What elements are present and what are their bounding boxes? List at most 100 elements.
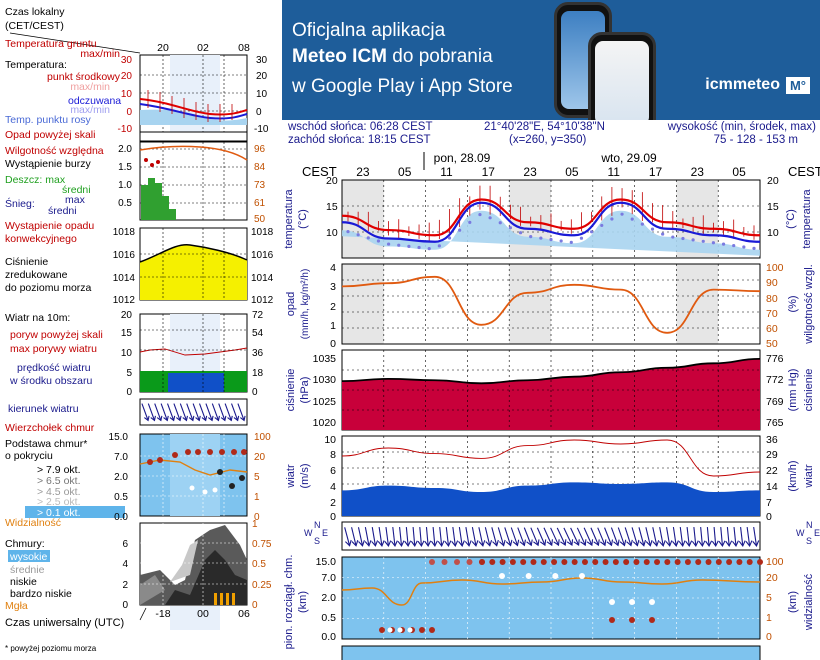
wind-arrow (665, 527, 673, 547)
temp-axis-label-right: temperatura (801, 188, 813, 248)
wind-arrow (638, 527, 647, 547)
cloud-base-dot (649, 599, 655, 605)
wind-arrow (658, 527, 666, 547)
legend-okt-01: > 0.1 okt. (37, 507, 81, 519)
compass-w-left: W (304, 528, 313, 538)
press-axis-r-1012: 1012 (251, 295, 274, 306)
wind-arrow (424, 526, 432, 548)
legend-ground-temp-sub: max/min (80, 48, 120, 60)
legend-rain-max: Deszcz: max (5, 174, 66, 186)
temp-axis-0: 0 (126, 107, 132, 118)
vis-tick-0: 0 (766, 631, 772, 643)
hum-tick-70: 70 (766, 308, 778, 320)
wind-arrow (718, 526, 726, 548)
hour-label: 17 (649, 165, 663, 179)
legend-felt-range: max/min (70, 104, 110, 116)
precip-axis-15: 1.5 (118, 162, 132, 173)
legend-dew: Temp. punktu rosy (5, 114, 92, 126)
temp-axis-r-m10: -10 (254, 124, 269, 135)
dew-point-dot (681, 236, 685, 241)
legend-wind-arrow (186, 403, 195, 422)
wind-arrow (484, 527, 493, 547)
legend-gust-max: max porywy wiatru (10, 343, 97, 355)
legend-pressure2: zredukowane (5, 269, 68, 281)
vis-tick-20: 20 (766, 572, 778, 584)
precip-axis-label: opad (285, 292, 297, 316)
wind-arrow (357, 527, 365, 547)
app-banner[interactable]: Oficjalna aplikacja Meteo ICM do pobrani… (282, 0, 820, 120)
wind-arrow (583, 527, 594, 547)
legend-wind-arrow (154, 403, 163, 422)
temp-axis-r-0: 0 (256, 107, 262, 118)
cloud-base-dot (746, 559, 753, 565)
wind-arrow (510, 527, 520, 547)
hum-tick-80: 80 (766, 293, 778, 305)
legend-clouds-panel (139, 522, 248, 606)
legend-fog: Mgła (5, 600, 28, 612)
vis-tick-100: 100 (766, 556, 784, 568)
precip-tick-2: 2 (330, 301, 336, 313)
cloud-base-dot (397, 627, 403, 633)
precip-axis-2: 2.0 (118, 144, 132, 155)
cl-axis-0: 0 (122, 600, 128, 611)
legend-wind-arrow (173, 403, 182, 422)
cloud-base-dot (705, 559, 712, 565)
legend-cloud-top: Wierzchołek chmur (5, 422, 95, 434)
vis-axis-20: 20 (254, 452, 266, 463)
press-axis-1014: 1014 (113, 273, 136, 284)
legend-wind-mean: prędkość wiatru (17, 362, 91, 374)
legend-wind-arrow (237, 403, 246, 422)
legend-okt-65: > 6.5 okt. (37, 475, 81, 487)
dew-point-dot (356, 233, 360, 237)
precip-axis-unit: (mm/h, kg/m²/h) (300, 269, 311, 340)
dew-point-dot (610, 217, 614, 221)
wind-arrow (458, 527, 465, 547)
cloud-base-dot (429, 627, 435, 633)
legend-cloud-base: Podstawa chmur* (5, 438, 87, 450)
legend-cl-high-bg (8, 550, 50, 562)
wind-panel (341, 435, 761, 517)
cl-axis-r-075: 0.75 (252, 539, 272, 550)
wind-arrow (543, 527, 553, 547)
wind-arrow (351, 527, 359, 547)
hour-label: 05 (732, 165, 746, 179)
wind-arrow (570, 527, 580, 547)
press-axis-r-1016: 1016 (251, 250, 274, 261)
banner-line3: w Google Play i App Store (292, 76, 513, 97)
dew-point-dot (478, 212, 482, 217)
dew-point-dot (559, 239, 563, 243)
dew-point-dot (458, 228, 462, 232)
legend-wind-arrow (224, 403, 233, 422)
phone-image-2 (588, 32, 656, 120)
wind-arrow (610, 527, 620, 547)
wind-tick-4: 4 (330, 481, 336, 493)
cloud-base-dot (684, 559, 691, 565)
legend-clouds: Chmury: (5, 538, 45, 550)
wind-arrow (652, 527, 660, 547)
height-label: wysokość (min, środek, max) (667, 121, 816, 133)
wind-arrow (344, 527, 352, 547)
press-mmhg-label: ciśnienie (803, 369, 815, 412)
dew-point-dot (529, 235, 533, 239)
wind-arrow (672, 527, 679, 547)
dew-point-dot (630, 217, 634, 221)
cest-left: CEST (302, 164, 337, 179)
cloud-base-dot (695, 559, 702, 565)
cloud-base-dot (629, 599, 635, 605)
temp-panel (341, 179, 761, 259)
local-tick-0: 20 (157, 42, 169, 54)
vis-axis-label: widzialność (803, 573, 815, 631)
compass-w-right: W (796, 528, 805, 538)
wind-arrow (576, 527, 587, 547)
wind-tick-0: 0 (330, 511, 336, 523)
night-shade (342, 264, 384, 344)
temp-tick-l-15: 15 (326, 201, 338, 213)
cloud-base-dot (609, 617, 615, 623)
hour-label: 11 (607, 165, 620, 179)
precip-axis-1: 1.0 (118, 180, 132, 191)
wind-arrow (471, 527, 479, 547)
wind-tick-2: 2 (330, 497, 336, 509)
legend-gust-above: poryw powyżej skali (10, 329, 103, 341)
dew-point-dot (549, 237, 553, 242)
cloud-tick-15: 15.0 (316, 556, 337, 568)
